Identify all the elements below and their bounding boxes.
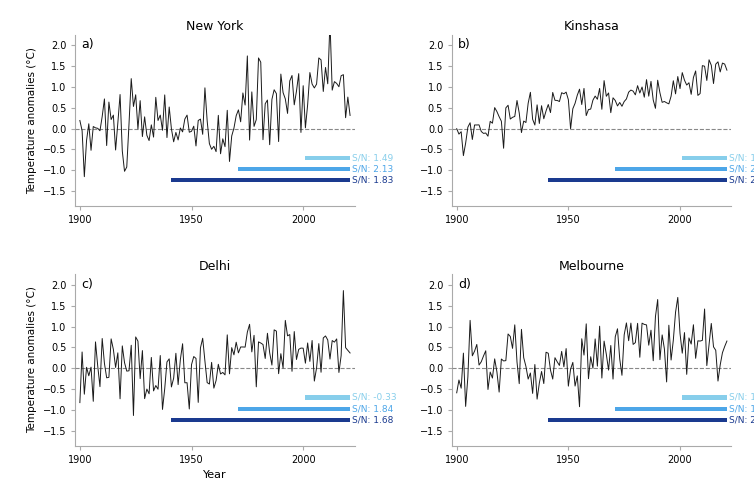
- Text: c): c): [81, 278, 93, 291]
- Bar: [238, 407, 350, 411]
- Title: Kinshasa: Kinshasa: [564, 20, 620, 34]
- Title: New York: New York: [186, 20, 244, 34]
- Bar: [238, 167, 350, 171]
- Bar: [548, 178, 727, 183]
- Bar: [171, 178, 350, 183]
- Text: S/N: 2.08: S/N: 2.08: [729, 415, 754, 425]
- Title: Delhi: Delhi: [199, 260, 231, 273]
- Text: S/N: 1.02: S/N: 1.02: [729, 393, 754, 402]
- Bar: [615, 407, 727, 411]
- Bar: [682, 156, 727, 160]
- Text: a): a): [81, 38, 93, 51]
- Text: S/N: 1.49: S/N: 1.49: [352, 153, 394, 162]
- Bar: [548, 418, 727, 422]
- Text: S/N: 2.13: S/N: 2.13: [352, 165, 394, 174]
- Bar: [171, 418, 350, 422]
- X-axis label: Year: Year: [203, 470, 227, 480]
- Text: S/N: 1.68: S/N: 1.68: [352, 415, 394, 425]
- Text: b): b): [458, 38, 470, 51]
- Text: S/N: -0.33: S/N: -0.33: [352, 393, 397, 402]
- Text: S/N: 2.68: S/N: 2.68: [729, 165, 754, 174]
- Bar: [615, 167, 727, 171]
- Text: S/N: 1.02: S/N: 1.02: [729, 153, 754, 162]
- Text: S/N: 2.48: S/N: 2.48: [729, 176, 754, 185]
- Y-axis label: Temperature anomalies (°C): Temperature anomalies (°C): [27, 47, 37, 194]
- Title: Melbourne: Melbourne: [559, 260, 625, 273]
- Y-axis label: Temperature anomalies (°C): Temperature anomalies (°C): [27, 287, 37, 433]
- Text: S/N: 1.83: S/N: 1.83: [352, 176, 394, 185]
- Text: S/N: 1.84: S/N: 1.84: [352, 404, 394, 413]
- Text: d): d): [458, 278, 470, 291]
- Bar: [682, 396, 727, 399]
- Bar: [305, 156, 350, 160]
- Text: S/N: 1.91: S/N: 1.91: [729, 404, 754, 413]
- Bar: [305, 396, 350, 399]
